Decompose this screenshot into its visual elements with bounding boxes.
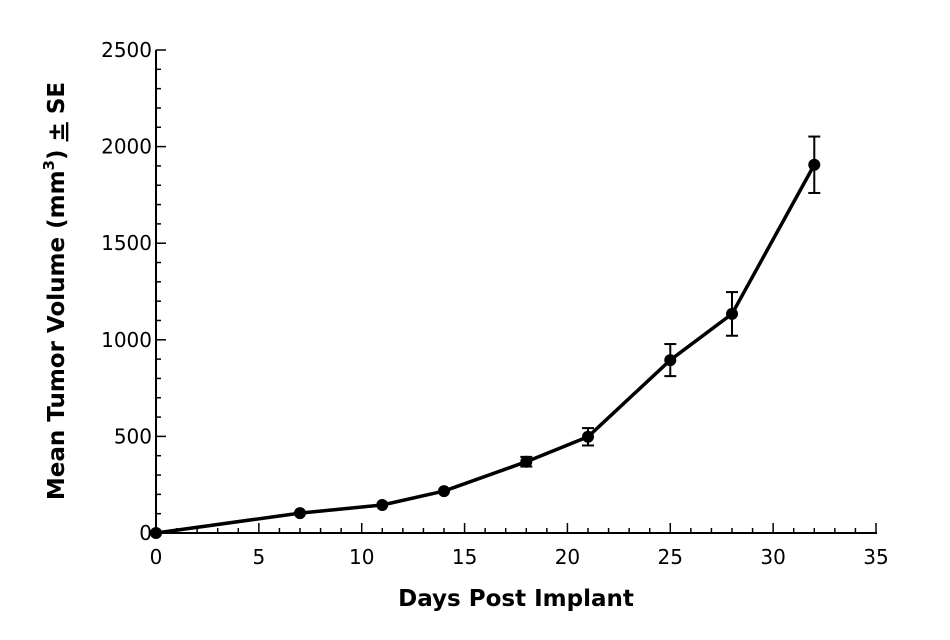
data-point	[726, 307, 738, 320]
x-tick-label: 15	[452, 545, 477, 569]
data-point	[582, 430, 594, 443]
series-mean-tumor-volume	[150, 135, 821, 539]
data-point	[294, 507, 306, 520]
data-point	[520, 455, 533, 468]
y-tick-label: 500	[114, 424, 152, 448]
x-tick-label: 25	[658, 545, 683, 569]
data-point	[438, 485, 450, 498]
data-point	[376, 498, 389, 511]
x-tick-label: 30	[760, 545, 785, 569]
y-tick-label: 0	[139, 521, 152, 545]
axes: 0 5 10 15 20 25 30 35 0 500 1000 1500 2000 2500	[101, 38, 889, 569]
data-point	[808, 158, 821, 171]
y-tick-label: 1500	[101, 231, 152, 255]
x-tick-label: 5	[252, 545, 265, 569]
data-point	[150, 527, 162, 539]
y-tick-label: 2500	[101, 38, 152, 62]
data-point	[664, 354, 677, 367]
y-tick-label: 1000	[101, 328, 152, 352]
x-tick-label: 20	[555, 545, 580, 569]
y-tick-label: 2000	[101, 135, 152, 159]
x-tick-label: 10	[349, 545, 374, 569]
x-tick-label: 35	[863, 545, 888, 569]
x-axis-title: Days Post Implant	[398, 586, 634, 612]
x-tick-label: 0	[150, 545, 163, 569]
series-line	[155, 163, 816, 535]
y-axis-title: Mean Tumor Volume (mm3) ± SE	[40, 82, 70, 500]
